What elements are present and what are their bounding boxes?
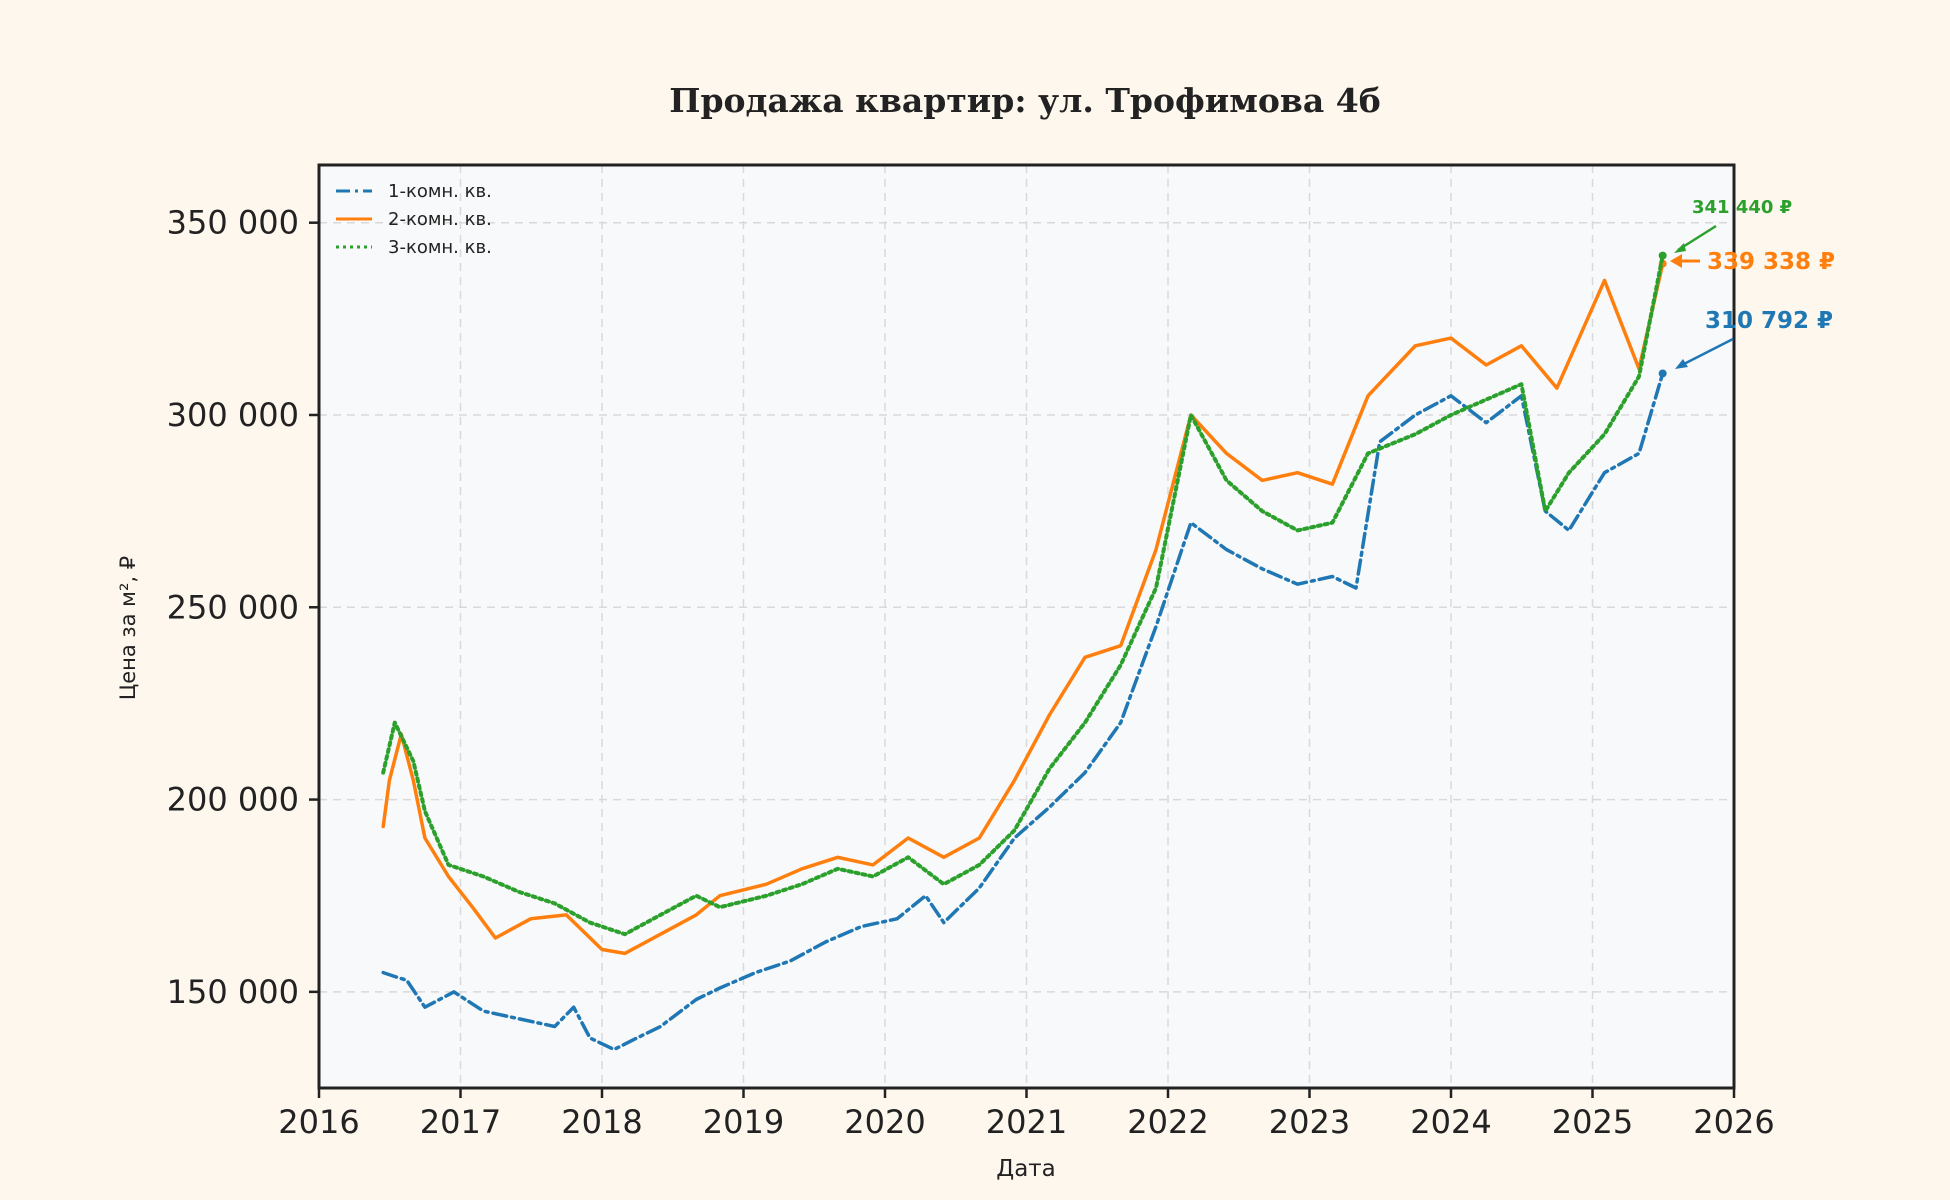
legend-label-2room: 2-комн. кв.: [388, 209, 492, 230]
axis-ticks: 2016 2017 2018 2019 2020 2021 2022 2023 2024 2025…: [167, 204, 1775, 1141]
chart-title: Продажа квартир: ул. Трофимова 4б: [669, 81, 1380, 120]
series-layer: [381, 251, 1667, 1052]
y-tick-label: 150 000: [167, 973, 299, 1011]
series-line-3room: [381, 253, 1665, 937]
series-line-2room: [381, 261, 1665, 956]
x-tick-label: 2023: [1269, 1103, 1350, 1141]
legend-entry-2room: 2-комн. кв.: [336, 209, 492, 230]
annotation-3room-last: 341 440 ₽: [1692, 197, 1792, 218]
y-tick-label: 350 000: [167, 204, 299, 242]
x-tick-label: 2017: [420, 1103, 501, 1141]
y-axis-label: Цена за м², ₽: [116, 556, 140, 700]
x-tick-label: 2026: [1693, 1103, 1774, 1141]
annotation-1room-arrowhead: [1675, 359, 1688, 369]
annotations: 341 440 ₽ 339 338 ₽ 310 792 ₽: [1670, 197, 1835, 369]
legend-entry-3room: 3-комн. кв.: [336, 237, 492, 258]
x-tick-label: 2020: [844, 1103, 925, 1141]
series-line-1room: [381, 371, 1665, 1052]
series-end-point-1room: [1658, 369, 1667, 378]
legend-entry-1room: 1-комн. кв.: [336, 181, 492, 202]
legend-label-1room: 1-комн. кв.: [388, 181, 492, 202]
annotation-1room-last: 310 792 ₽: [1705, 308, 1833, 334]
x-tick-label: 2018: [561, 1103, 642, 1141]
y-tick-label: 300 000: [167, 396, 299, 434]
annotation-2room-arrowhead: [1670, 254, 1682, 268]
x-axis-label: Дата: [996, 1156, 1056, 1182]
annotation-2room-last: 339 338 ₽: [1707, 249, 1835, 275]
annotation-1room-arrow: [1679, 337, 1734, 368]
x-tick-label: 2016: [278, 1103, 359, 1141]
legend-label-3room: 3-комн. кв.: [388, 237, 492, 258]
series-end-point-3room: [1658, 251, 1667, 260]
x-tick-label: 2022: [1127, 1103, 1208, 1141]
y-tick-label: 200 000: [167, 781, 299, 819]
annotation-3room-arrowhead: [1674, 243, 1686, 253]
y-tick-label: 250 000: [167, 588, 299, 626]
x-tick-label: 2024: [1410, 1103, 1491, 1141]
x-tick-label: 2021: [986, 1103, 1067, 1141]
x-tick-label: 2025: [1552, 1103, 1633, 1141]
plot-area: [319, 165, 1734, 1088]
legend: 1-комн. кв. 2-комн. кв. 3-комн. кв.: [336, 181, 492, 258]
x-tick-label: 2019: [703, 1103, 784, 1141]
